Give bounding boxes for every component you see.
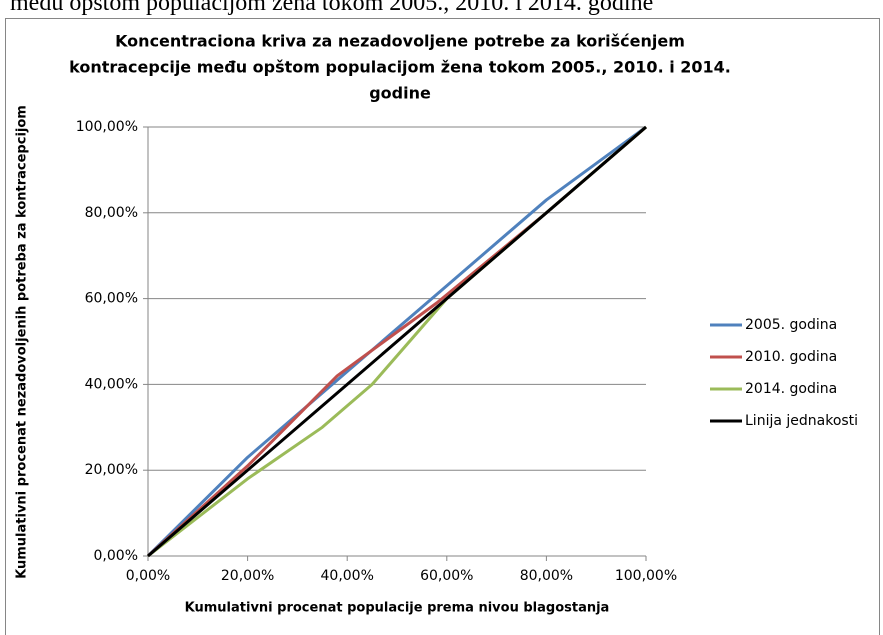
y-tick-label: 100,00%	[76, 119, 138, 135]
chart-title: kontracepcije među opštom populacijom že…	[69, 58, 731, 77]
x-tick-label: 60,00%	[420, 568, 473, 584]
legend-label: Linija jednakosti	[745, 413, 858, 429]
x-tick-label: 40,00%	[321, 568, 374, 584]
y-axis-label: Kumulativni procenat nezadovoljenih potr…	[15, 105, 30, 579]
y-tick-label: 80,00%	[85, 205, 138, 221]
legend-label: 2010. godina	[745, 349, 837, 365]
x-tick-label: 80,00%	[520, 568, 573, 584]
y-tick-label: 60,00%	[85, 291, 138, 307]
legend-label: 2005. godina	[745, 317, 837, 333]
x-tick-label: 0,00%	[126, 568, 170, 584]
x-tick-label: 20,00%	[221, 568, 274, 584]
chart-title: Koncentraciona kriva za nezadovoljene po…	[115, 32, 685, 51]
x-axis-label: Kumulativni procenat populacije prema ni…	[185, 601, 610, 616]
series-line	[146, 125, 647, 558]
chart-frame	[5, 18, 880, 635]
y-tick-label: 40,00%	[85, 376, 138, 392]
caption: među opštom populacijom žena tokom 2005.…	[10, 0, 653, 16]
y-tick-label: 0,00%	[94, 548, 138, 564]
x-tick-label: 100,00%	[615, 568, 677, 584]
series-line	[147, 125, 647, 558]
y-tick-label: 20,00%	[85, 462, 138, 478]
chart-title: godine	[369, 84, 431, 103]
legend-label: 2014. godina	[745, 381, 837, 397]
